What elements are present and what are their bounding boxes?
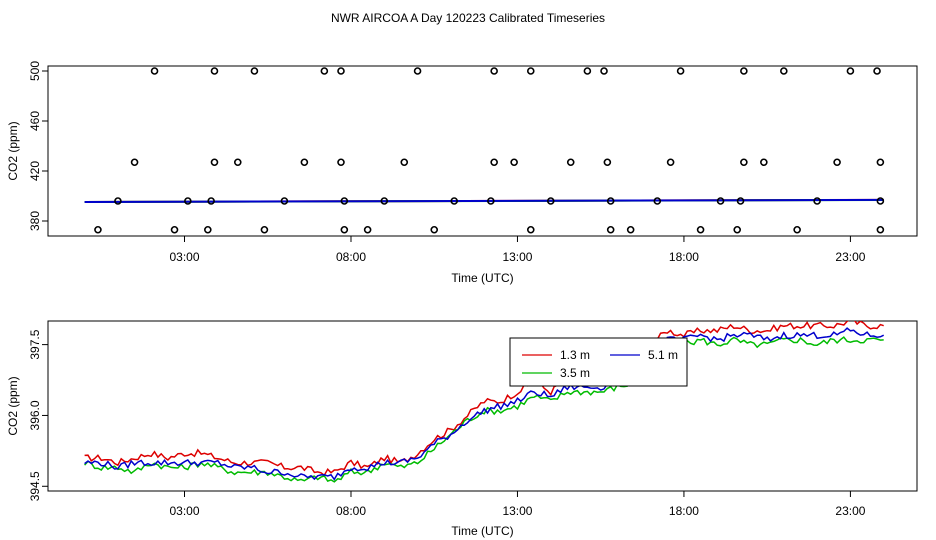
top-scatter-point [363,225,372,234]
top-scatter-point [130,158,139,167]
bottom-x-tick-label: 08:00 [336,504,366,518]
top-y-tick-label: 380 [28,211,42,231]
top-scatter-point [94,225,102,234]
legend-label: 3.5 m [560,366,590,380]
top-scatter-point [546,197,555,205]
top-scatter-point [210,67,219,75]
bottom-x-tick-label: 23:00 [835,504,865,518]
top-scatter-point [606,225,615,234]
top-scatter-point [413,67,422,75]
top-scatter-point [793,225,801,234]
bottom-y-tick-label: 394.5 [28,471,42,501]
bottom-y-tick-label: 397.5 [28,329,42,359]
legend-label: 1.3 m [560,348,590,362]
top-y-tick-label: 500 [28,61,42,81]
top-scatter-point [380,197,389,205]
top-scatter-point [280,197,289,205]
top-scatter-point [833,158,841,167]
bottom-x-tick-label: 03:00 [169,504,199,518]
top-scatter-point [716,197,725,205]
top-scatter-point [873,67,881,75]
top-scatter-point [733,225,742,234]
top-y-tick-label: 460 [28,111,42,131]
top-x-tick-label: 03:00 [169,250,199,264]
top-scatter-point [606,197,615,205]
top-x-axis-label: Time (UTC) [451,271,513,285]
top-scatter-point [250,67,259,75]
top-scatter-point [337,67,345,75]
top-scatter-point [337,158,345,167]
top-scatter-point [150,67,159,75]
bottom-plot-frame [47,320,918,492]
top-scatter-point [740,158,748,167]
legend-box [509,337,688,387]
top-scatter-point [260,225,269,234]
bottom-y-tick-label: 396.0 [28,400,42,430]
top-scatter-point [430,225,439,234]
top-scatter-point [114,197,122,205]
top-x-tick-label: 08:00 [336,250,366,264]
bottom-y-axis-label: CO2 (ppm) [6,376,20,435]
top-scatter-point [450,197,458,205]
top-panel: 03:00 08:00 13:00 18:00 23:00 380 420 460 500 Tim… [6,61,918,285]
top-scatter-point [676,67,685,75]
top-scatter-point [760,158,768,167]
bottom-x-tick-label: 13:00 [502,504,532,518]
top-scatter-point [600,67,608,75]
top-scatter-point [526,225,535,234]
bottom-series-line-35m [84,336,884,483]
bottom-panel: 03:00 08:00 13:00 18:00 23:00 394.5 396.0 397.5… [6,320,918,538]
top-scatter-point [603,158,612,167]
top-scatter-point [340,197,349,205]
top-scatter-point [583,67,592,75]
top-scatter-point [876,158,885,167]
top-x-tick-label: 18:00 [669,250,699,264]
top-scatter-point [184,197,192,205]
top-scatter-point [207,197,215,205]
top-scatter-point [340,225,349,234]
top-x-tick-label: 13:00 [502,250,532,264]
top-scatter-point [876,197,885,205]
top-scatter-point [490,158,498,167]
top-y-tick-label: 420 [28,161,42,181]
top-scatter-point [780,67,788,75]
legend-label: 5.1 m [648,348,678,362]
bottom-x-tick-label: 18:00 [669,504,699,518]
top-scatter-point [696,225,705,234]
bottom-series-line-51m [84,327,885,481]
top-scatter-point [740,67,748,75]
top-scatter-point [400,158,409,167]
top-scatter-point [626,225,635,234]
top-scatter-point [300,158,309,167]
top-scatter-point [653,197,662,205]
top-scatter-point [233,158,242,167]
top-scatter-point [170,225,179,234]
top-scatter-point [846,67,855,75]
top-scatter-point [204,225,212,234]
top-scatter-point [666,158,675,167]
top-scatter-point [487,197,495,205]
top-x-tick-label: 23:00 [835,250,865,264]
top-scatter-point [210,158,219,167]
bottom-x-axis-label: Time (UTC) [451,524,513,538]
top-scatter-point [813,197,821,205]
top-scatter-point [566,158,575,167]
top-scatter-point [490,67,498,75]
top-series-line-51m [84,198,884,203]
top-scatter-point [320,67,329,75]
top-scatter-point [736,197,745,205]
top-y-axis-label: CO2 (ppm) [6,121,20,180]
top-scatter-point [526,67,535,75]
top-plot-frame [47,65,918,237]
figure-title: NWR AIRCOA A Day 120223 Calibrated Times… [331,11,605,25]
top-scatter-point [510,158,518,167]
top-scatter-point [876,225,885,234]
